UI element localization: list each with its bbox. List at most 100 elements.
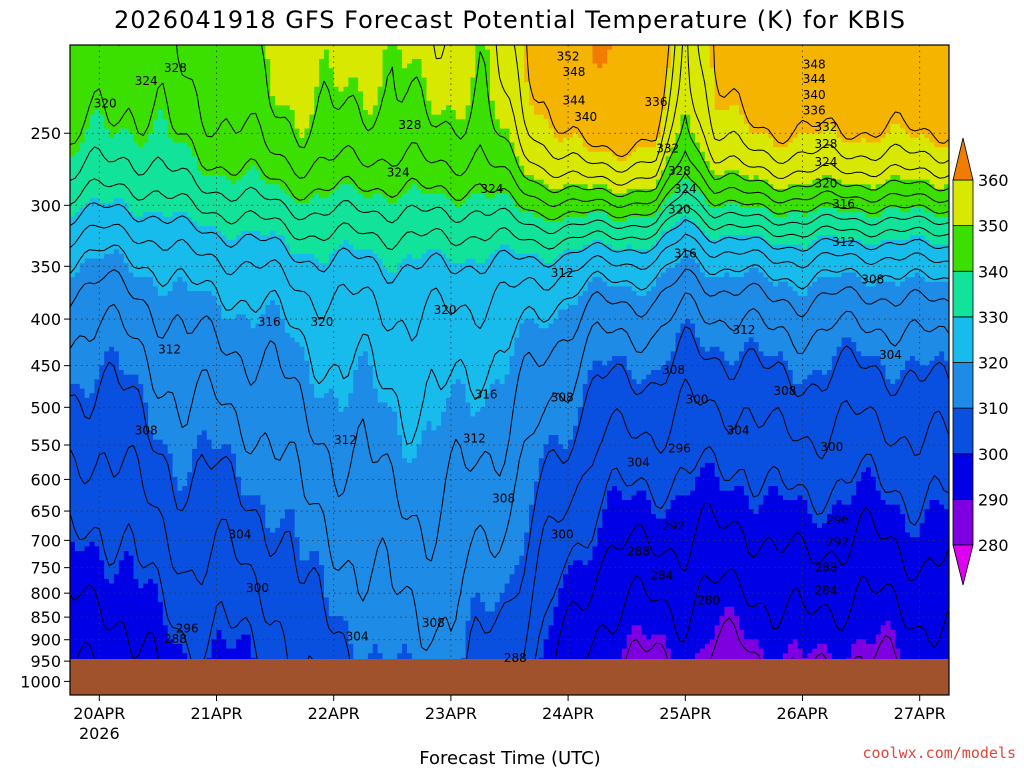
contour-fill-cell <box>70 263 81 269</box>
contour-label: 296 <box>176 622 199 636</box>
contour-fill-cell <box>841 337 852 343</box>
contour-fill-cell <box>284 509 296 515</box>
contour-fill-cell <box>524 68 667 74</box>
contour-fill-cell <box>675 337 701 343</box>
contour-fill-cell <box>84 202 130 209</box>
contour-fill-cell <box>206 435 403 441</box>
contour-fill-cell <box>836 346 857 353</box>
contour-fill-cell <box>695 328 949 334</box>
contour-fill-cell <box>690 123 750 130</box>
contour-fill-cell <box>592 365 628 371</box>
colorbar-low-arrow <box>952 544 974 586</box>
contour-fill-cell <box>831 653 852 659</box>
contour-fill-cell <box>489 68 525 74</box>
contour-fill-cell <box>519 328 682 334</box>
contour-fill-cell <box>221 305 266 311</box>
y-tick-label: 350 <box>30 257 61 276</box>
contour-fill-cell <box>455 114 467 120</box>
contour-fill-cell <box>909 133 921 139</box>
contour-fill-cell <box>70 221 198 227</box>
contour-fill-cell <box>446 193 472 199</box>
contour-fill-cell <box>402 453 418 459</box>
contour-fill-cell <box>465 383 491 390</box>
contour-fill-cell <box>558 253 686 260</box>
contour-fill-cell <box>812 240 862 246</box>
contour-label: 304 <box>228 528 251 542</box>
contour-fill-cell <box>773 212 789 218</box>
contour-fill-cell <box>656 277 769 283</box>
contour-fill-cell <box>289 105 315 111</box>
contour-fill-cell <box>323 393 335 399</box>
contour-fill-cell <box>70 314 222 320</box>
contour-fill-cell <box>426 421 432 427</box>
contour-fill-cell <box>592 360 603 366</box>
contour-fill-cell <box>192 448 232 455</box>
contour-fill-cell <box>377 100 432 106</box>
contour-label: 320 <box>434 303 457 317</box>
contour-fill-cell <box>699 263 949 269</box>
contour-fill-cell <box>172 462 193 469</box>
contour-fill-cell <box>143 388 315 394</box>
contour-fill-cell <box>739 620 887 626</box>
contour-fill-cell <box>172 472 188 478</box>
contour-fill-cell <box>275 230 662 236</box>
contour-fill-cell <box>729 360 735 366</box>
contour-fill-cell <box>113 198 125 204</box>
contour-fill-cell <box>861 137 867 144</box>
contour-fill-cell <box>924 513 949 520</box>
contour-fill-cell <box>367 356 511 362</box>
contour-fill-cell <box>670 49 711 55</box>
contour-fill-cell <box>753 337 843 343</box>
contour-fill-cell <box>372 648 379 654</box>
contour-label: 312 <box>832 235 855 249</box>
contour-fill-cell <box>221 309 266 315</box>
contour-fill-cell <box>382 77 428 83</box>
contour-fill-cell <box>289 249 335 255</box>
contour-fill-cell <box>665 100 716 106</box>
contour-fill-cell <box>196 161 520 167</box>
contour-fill-cell <box>397 45 476 51</box>
contour-fill-cell <box>70 388 86 394</box>
contour-fill-cell <box>665 267 701 274</box>
contour-fill-cell <box>651 500 672 506</box>
y-tick-label: 500 <box>30 398 61 417</box>
contour-fill-cell <box>348 625 467 631</box>
contour-fill-cell <box>861 351 940 357</box>
contour-fill-cell <box>494 105 535 111</box>
contour-fill-cell <box>524 45 594 51</box>
contour-fill-cell <box>670 45 711 51</box>
contour-fill-cell <box>70 425 149 431</box>
contour-fill-cell <box>875 486 949 492</box>
contour-fill-cell <box>84 128 110 134</box>
contour-fill-cell <box>934 356 945 362</box>
contour-fill-cell <box>182 277 594 283</box>
contour-fill-cell <box>841 272 857 278</box>
contour-fill-cell <box>890 128 906 134</box>
contour-fill-cell <box>568 439 949 445</box>
contour-fill-cell <box>519 323 540 329</box>
contour-fill-cell <box>841 137 862 144</box>
contour-fill-cell <box>70 555 100 561</box>
contour-fill-cell <box>402 435 423 441</box>
contour-fill-cell <box>465 388 491 394</box>
contour-fill-cell <box>939 351 945 357</box>
contour-fill-cell <box>597 532 911 538</box>
contour-fill-cell <box>660 175 750 181</box>
contour-fill-cell <box>787 365 833 371</box>
contour-fill-cell <box>890 625 949 631</box>
contour-fill-cell <box>348 630 467 636</box>
contour-label: 316 <box>674 247 697 261</box>
contour-fill-cell <box>265 54 325 60</box>
contour-fill-cell <box>397 421 428 427</box>
contour-fill-cell <box>494 379 501 385</box>
contour-label: 308 <box>662 363 685 377</box>
contour-fill-cell <box>553 616 721 622</box>
contour-fill-cell <box>485 258 545 264</box>
contour-fill-cell <box>568 305 949 311</box>
contour-fill-cell <box>70 490 242 496</box>
contour-fill-cell <box>675 142 701 148</box>
contour-fill-cell <box>900 653 949 659</box>
contour-fill-cell <box>612 244 628 250</box>
contour-fill-cell <box>651 504 672 510</box>
contour-fill-cell <box>558 439 569 445</box>
